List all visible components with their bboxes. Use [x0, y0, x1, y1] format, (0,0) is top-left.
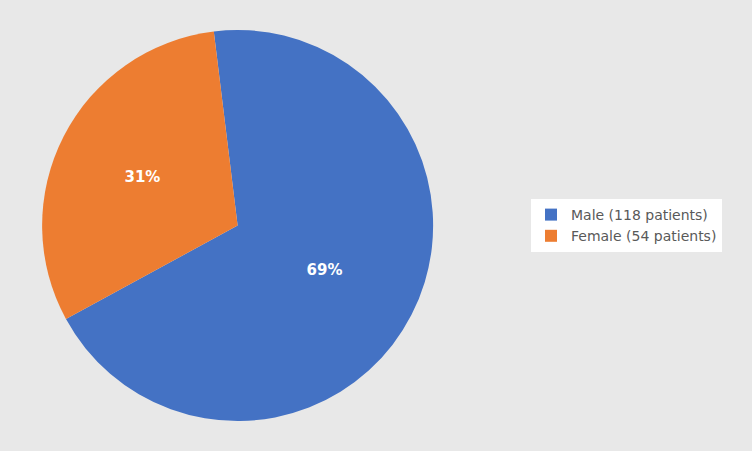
svg-text:31%: 31% [124, 168, 160, 186]
svg-text:Male (118 patients): Male (118 patients) [571, 207, 708, 223]
svg-text:Female (54 patients): Female (54 patients) [571, 228, 716, 244]
svg-text:69%: 69% [307, 261, 343, 279]
